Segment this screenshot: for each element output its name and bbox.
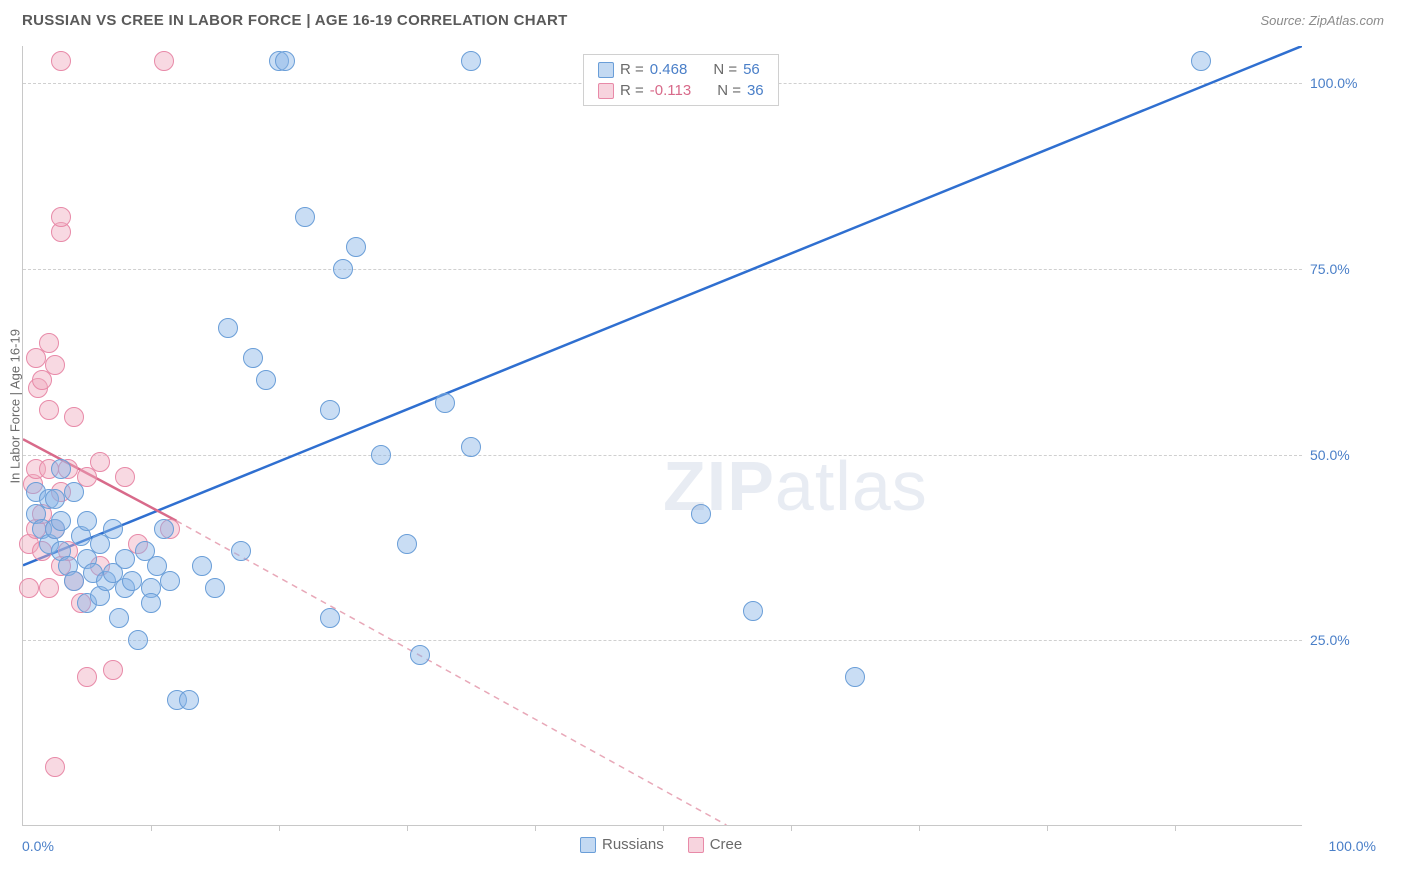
data-point-russians bbox=[160, 571, 180, 591]
y-axis-title: In Labor Force | Age 16-19 bbox=[8, 329, 23, 483]
x-tick bbox=[919, 825, 920, 831]
legend-row-cree: R = -0.113 N = 36 bbox=[598, 80, 764, 101]
n-label: N = bbox=[713, 61, 737, 78]
data-point-cree bbox=[90, 452, 110, 472]
y-tick-label: 50.0% bbox=[1310, 447, 1350, 463]
data-point-russians bbox=[691, 504, 711, 524]
data-point-russians bbox=[461, 51, 481, 71]
data-point-russians bbox=[275, 51, 295, 71]
data-point-cree bbox=[45, 355, 65, 375]
cree-trend-line-dashed bbox=[176, 521, 726, 825]
data-point-russians bbox=[205, 578, 225, 598]
data-point-russians bbox=[64, 571, 84, 591]
data-point-cree bbox=[39, 400, 59, 420]
source-credit: Source: ZipAtlas.com bbox=[1260, 13, 1384, 28]
data-point-russians bbox=[141, 593, 161, 613]
legend-item-russians: Russians bbox=[580, 836, 664, 853]
data-point-russians bbox=[231, 541, 251, 561]
data-point-cree bbox=[154, 51, 174, 71]
data-point-russians bbox=[109, 608, 129, 628]
data-point-russians bbox=[122, 571, 142, 591]
data-point-russians bbox=[179, 690, 199, 710]
data-point-russians bbox=[410, 645, 430, 665]
data-point-cree bbox=[39, 578, 59, 598]
data-point-cree bbox=[39, 333, 59, 353]
data-point-cree bbox=[45, 757, 65, 777]
r-label: R = bbox=[620, 61, 644, 78]
n-value-russians: 56 bbox=[743, 61, 760, 78]
x-axis-min-label: 0.0% bbox=[22, 838, 54, 854]
data-point-cree bbox=[103, 660, 123, 680]
swatch-pink-icon bbox=[688, 837, 704, 853]
data-point-cree bbox=[115, 467, 135, 487]
y-tick-label: 100.0% bbox=[1310, 75, 1357, 91]
data-point-russians bbox=[128, 630, 148, 650]
legend-label-russians: Russians bbox=[602, 836, 664, 853]
x-tick bbox=[279, 825, 280, 831]
data-point-russians bbox=[435, 393, 455, 413]
data-point-russians bbox=[743, 601, 763, 621]
data-point-cree bbox=[51, 51, 71, 71]
legend-item-cree: Cree bbox=[688, 836, 743, 853]
data-point-russians bbox=[154, 519, 174, 539]
r-value-cree: -0.113 bbox=[650, 82, 691, 99]
data-point-russians bbox=[333, 259, 353, 279]
x-tick bbox=[791, 825, 792, 831]
y-tick-label: 25.0% bbox=[1310, 632, 1350, 648]
gridline bbox=[23, 455, 1302, 456]
x-tick bbox=[663, 825, 664, 831]
data-point-cree bbox=[64, 407, 84, 427]
data-point-russians bbox=[320, 608, 340, 628]
correlation-legend: R = 0.468 N = 56 R = -0.113 N = 36 bbox=[583, 54, 779, 106]
data-point-russians bbox=[243, 348, 263, 368]
data-point-russians bbox=[461, 437, 481, 457]
r-value-russians: 0.468 bbox=[650, 61, 688, 78]
data-point-russians bbox=[371, 445, 391, 465]
x-tick bbox=[1175, 825, 1176, 831]
data-point-russians bbox=[45, 489, 65, 509]
x-tick bbox=[151, 825, 152, 831]
data-point-cree bbox=[19, 578, 39, 598]
data-point-russians bbox=[192, 556, 212, 576]
data-point-russians bbox=[1191, 51, 1211, 71]
n-value-cree: 36 bbox=[747, 82, 764, 99]
chart-title: RUSSIAN VS CREE IN LABOR FORCE | AGE 16-… bbox=[22, 12, 568, 29]
data-point-russians bbox=[51, 459, 71, 479]
russians-trend-line bbox=[23, 46, 1302, 565]
data-point-russians bbox=[77, 511, 97, 531]
trend-lines-svg bbox=[23, 46, 1302, 825]
gridline bbox=[23, 640, 1302, 641]
data-point-russians bbox=[346, 237, 366, 257]
data-point-russians bbox=[115, 549, 135, 569]
data-point-russians bbox=[218, 318, 238, 338]
data-point-cree bbox=[51, 207, 71, 227]
gridline bbox=[23, 269, 1302, 270]
legend-row-russians: R = 0.468 N = 56 bbox=[598, 59, 764, 80]
series-legend: Russians Cree bbox=[580, 836, 742, 853]
x-tick bbox=[535, 825, 536, 831]
r-label: R = bbox=[620, 82, 644, 99]
data-point-russians bbox=[295, 207, 315, 227]
data-point-russians bbox=[51, 511, 71, 531]
x-tick bbox=[1047, 825, 1048, 831]
legend-label-cree: Cree bbox=[710, 836, 743, 853]
swatch-blue-icon bbox=[580, 837, 596, 853]
data-point-russians bbox=[103, 519, 123, 539]
y-tick-label: 75.0% bbox=[1310, 261, 1350, 277]
n-label: N = bbox=[717, 82, 741, 99]
swatch-blue-icon bbox=[598, 62, 614, 78]
x-axis-max-label: 100.0% bbox=[1329, 838, 1376, 854]
data-point-cree bbox=[77, 667, 97, 687]
data-point-russians bbox=[397, 534, 417, 554]
chart-plot-area: In Labor Force | Age 16-19 R = 0.468 N =… bbox=[22, 46, 1302, 826]
data-point-russians bbox=[256, 370, 276, 390]
x-tick bbox=[407, 825, 408, 831]
data-point-russians bbox=[320, 400, 340, 420]
data-point-russians bbox=[64, 482, 84, 502]
swatch-pink-icon bbox=[598, 83, 614, 99]
data-point-russians bbox=[845, 667, 865, 687]
